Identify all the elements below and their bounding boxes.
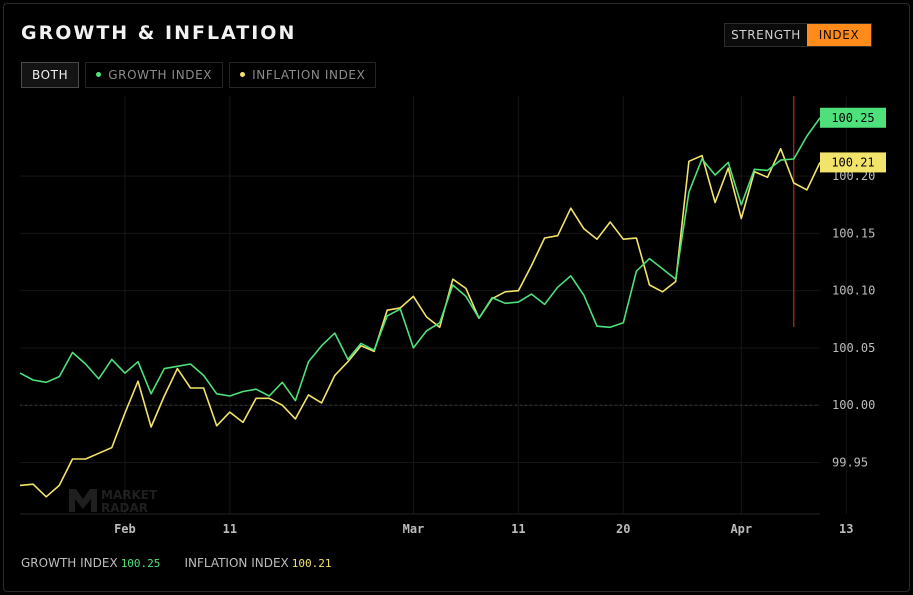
filter-inflation-button[interactable]: INFLATION INDEX <box>229 62 377 88</box>
chart-title: GROWTH & INFLATION <box>21 22 297 44</box>
mode-toggle: STRENGTH INDEX <box>724 23 872 47</box>
legend-footer: GROWTH INDEX 100.25 INFLATION INDEX 100.21 <box>21 556 332 570</box>
x-tick-label: Feb <box>114 522 136 536</box>
y-tick-label: 100.05 <box>832 341 875 355</box>
watermark: MARKET RADAR <box>69 488 158 515</box>
x-tick-label: 13 <box>839 522 853 536</box>
chart-panel <box>3 3 910 592</box>
x-tick-label: Apr <box>730 522 752 536</box>
footer-inflation-label: INFLATION INDEX <box>184 556 289 570</box>
filter-both-button[interactable]: BOTH <box>21 62 80 88</box>
footer-growth: GROWTH INDEX 100.25 <box>21 556 160 570</box>
growth-value-badge <box>820 107 886 128</box>
growth-value-badge-text: 100.25 <box>831 111 874 125</box>
watermark-text-2: RADAR <box>101 501 148 515</box>
series-lines <box>19 96 821 498</box>
footer-inflation: INFLATION INDEX 100.21 <box>184 556 331 570</box>
strength-button[interactable]: STRENGTH <box>725 24 807 46</box>
series-filter: BOTH GROWTH INDEX INFLATION INDEX <box>21 62 377 88</box>
footer-growth-label: GROWTH INDEX <box>21 556 118 570</box>
watermark-text: MARKET <box>101 488 158 502</box>
x-tick-label: Mar <box>403 522 425 536</box>
last-value-badges: 100.25 100.21 <box>820 107 886 173</box>
inflation-value-badge <box>820 152 886 173</box>
index-button[interactable]: INDEX <box>807 24 871 46</box>
filter-growth-button[interactable]: GROWTH INDEX <box>85 62 224 88</box>
x-tick-label: 11 <box>223 522 237 536</box>
y-tick-label: 99.95 <box>832 455 868 469</box>
footer-growth-value: 100.25 <box>120 557 161 570</box>
grid <box>20 96 847 515</box>
y-axis: 99.95 100.00 100.05 100.10 100.15 100.20 <box>832 169 875 469</box>
x-tick-label: 20 <box>616 522 630 536</box>
y-tick-label: 100.20 <box>832 169 875 183</box>
y-tick-label: 100.00 <box>832 398 875 412</box>
filter-inflation-label: INFLATION INDEX <box>252 68 366 82</box>
growth-series-line <box>19 117 821 402</box>
inflation-series-line <box>19 147 821 498</box>
inflation-value-badge-text: 100.21 <box>831 155 874 169</box>
x-axis: Feb 11 Mar 11 20 Apr 13 <box>114 522 853 536</box>
filter-growth-label: GROWTH INDEX <box>108 68 213 82</box>
growth-dot-icon <box>96 72 102 77</box>
y-tick-label: 100.10 <box>832 284 875 298</box>
market-radar-logo-icon <box>69 489 97 512</box>
inflation-dot-icon <box>240 72 246 77</box>
footer-inflation-value: 100.21 <box>291 557 332 570</box>
x-tick-label: 11 <box>511 522 525 536</box>
y-tick-label: 100.15 <box>832 226 875 240</box>
